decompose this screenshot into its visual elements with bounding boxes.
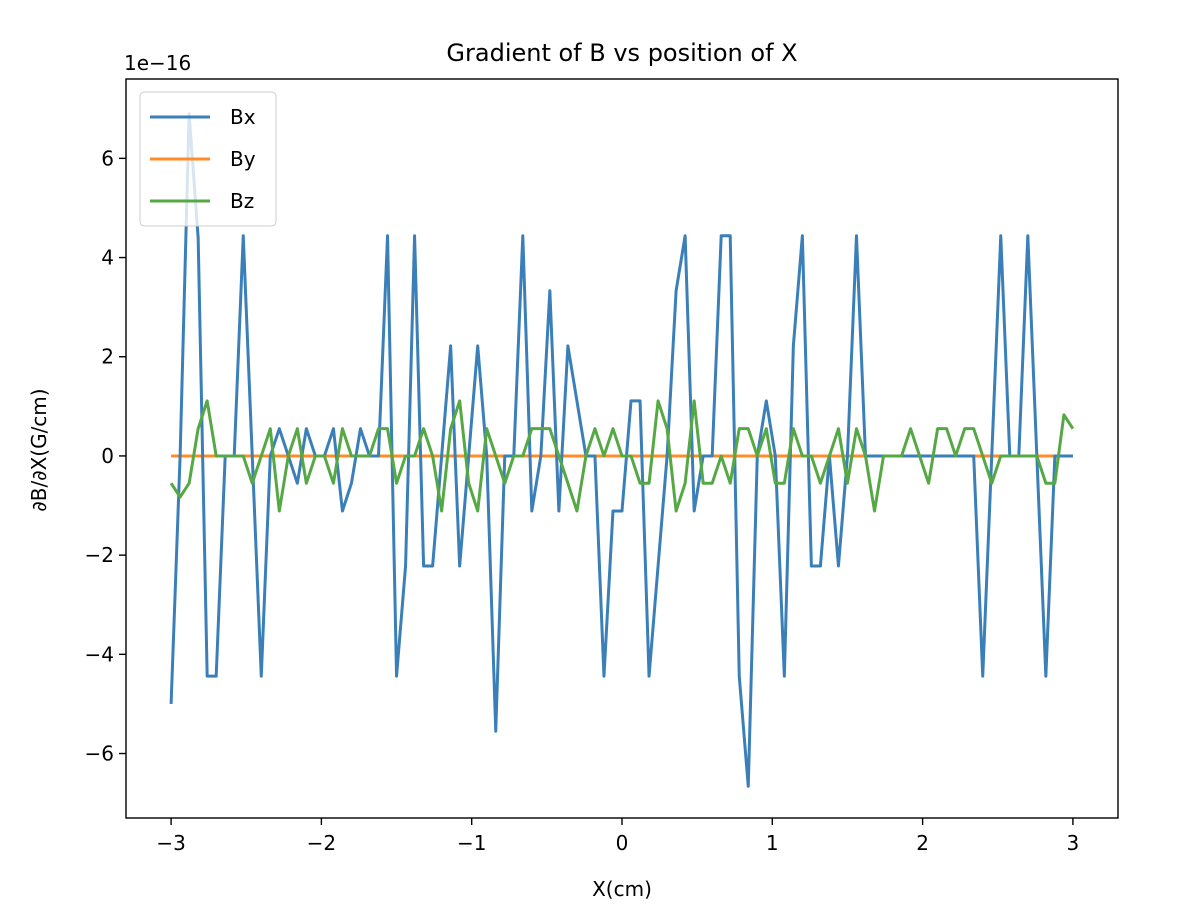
chart-title: Gradient of B vs position of X (446, 39, 797, 67)
legend-label-bz: Bz (230, 189, 254, 213)
y-tick-label: −4 (85, 642, 114, 666)
y-tick-label: 0 (101, 444, 114, 468)
series-layer (169, 112, 1075, 788)
series-line-bz (169, 399, 1075, 513)
x-tick-label: 3 (1067, 831, 1080, 855)
x-tick-label: −2 (307, 831, 336, 855)
legend: Bx By Bz (139, 91, 277, 227)
x-tick-label: −3 (156, 831, 185, 855)
x-axis-label: X(cm) (592, 877, 652, 901)
x-axis: −3 −2 −1 0 1 2 3 (156, 818, 1079, 855)
y-tick-label: 4 (101, 246, 114, 270)
x-tick-label: 2 (916, 831, 929, 855)
x-tick-label: 0 (616, 831, 629, 855)
y-tick-label: −6 (85, 742, 114, 766)
x-tick-label: 1 (766, 831, 779, 855)
y-tick-label: 2 (101, 345, 114, 369)
legend-label-by: By (230, 147, 256, 171)
y-tick-label: 6 (101, 146, 114, 170)
y-axis: −6 −4 −2 0 2 4 6 (85, 146, 126, 766)
y-tick-label: −2 (85, 543, 114, 567)
y-offset-text: 1e−16 (124, 51, 191, 75)
y-axis-label: ∂B/∂X(G/cm) (27, 388, 51, 511)
x-tick-label: −1 (457, 831, 486, 855)
legend-label-bx: Bx (230, 105, 256, 129)
